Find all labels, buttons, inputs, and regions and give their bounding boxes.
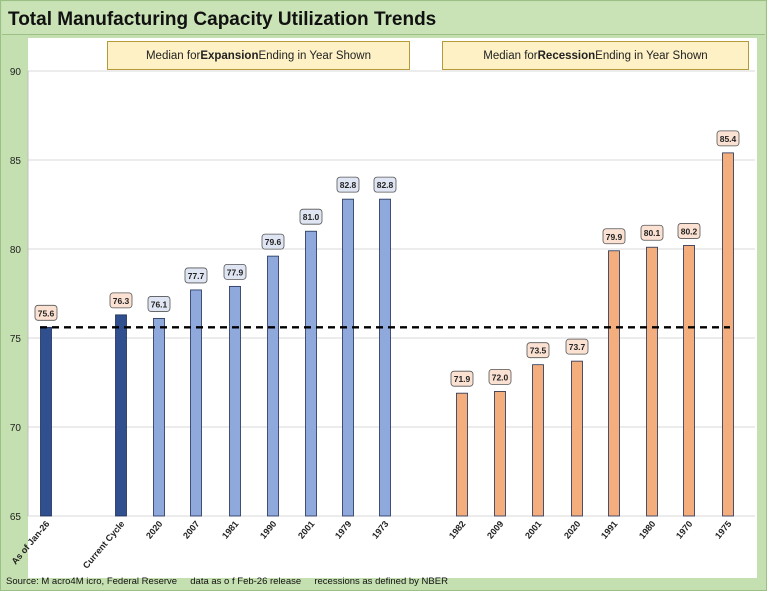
data-label: 77.9 — [227, 267, 244, 277]
data-label-box — [336, 176, 360, 193]
expansion-header-pre: Median for — [145, 49, 201, 62]
title-bar: Total Manufacturing Capacity Utilization… — [2, 2, 765, 35]
data-label-box — [373, 176, 397, 193]
data-label: 73.7 — [569, 342, 586, 352]
x-tick-label: 1990 — [258, 519, 279, 541]
data-label: 71.9 — [454, 374, 471, 384]
x-tick-label: Current Cycle — [81, 519, 127, 571]
data-label: 77.7 — [188, 271, 205, 281]
data-label-box — [677, 223, 701, 239]
expansion-header-bold: Expansion — [200, 49, 259, 62]
data-label-box — [147, 296, 171, 312]
data-label: 72.0 — [492, 372, 509, 382]
x-tick-label: 2001 — [523, 519, 544, 541]
x-tick-label: 2007 — [181, 519, 202, 541]
bar-recession — [608, 250, 620, 517]
data-label-box — [34, 304, 58, 321]
x-tick-label: 1970 — [674, 519, 695, 541]
chart-title: Total Manufacturing Capacity Utilization… — [8, 9, 437, 30]
data-label: 82.8 — [340, 180, 357, 190]
bar-recession — [571, 360, 583, 517]
data-label-box — [261, 233, 285, 250]
data-label-box — [716, 130, 740, 147]
x-tick-label: 2020 — [562, 519, 583, 541]
x-tick-label: 1981 — [220, 519, 241, 541]
x-tick-label: 1975 — [713, 519, 734, 541]
x-tick-label: 2009 — [485, 519, 506, 541]
source-footer: Source: M acro4M icro, Federal Reserve d… — [6, 576, 448, 587]
bar-expansion — [305, 230, 317, 517]
y-tick-label: 80 — [10, 245, 22, 256]
bar-recession — [456, 392, 468, 517]
data-label-box — [565, 338, 589, 355]
x-tick-label: 1980 — [637, 519, 658, 541]
recession-header: Median for Recession Ending in Year Show… — [442, 41, 749, 70]
y-tick-label: 65 — [10, 512, 22, 523]
data-label: 82.8 — [377, 180, 394, 190]
bar-expansion — [379, 198, 391, 517]
x-tick-label: 1982 — [447, 519, 468, 541]
data-label: 73.5 — [530, 346, 547, 356]
y-tick-label: 75 — [10, 334, 22, 345]
recession-header-pre: Median for — [483, 49, 538, 62]
x-tick-label: 2001 — [296, 519, 317, 541]
data-label-box — [488, 368, 512, 385]
x-tick-label: 1979 — [333, 519, 354, 541]
data-label-box — [602, 228, 626, 245]
data-label-box — [109, 292, 133, 309]
bar-expansion — [342, 198, 354, 517]
x-tick-label: 2020 — [144, 519, 165, 541]
data-label: 75.6 — [38, 308, 55, 318]
bar-recession — [532, 364, 544, 517]
data-label-box — [184, 267, 208, 284]
data-label: 76.3 — [113, 296, 130, 306]
bar-expansion — [229, 285, 241, 517]
data-label: 80.2 — [681, 226, 698, 236]
recession-header-bold: Recession — [537, 49, 596, 62]
bar-current — [40, 326, 52, 517]
bar-recession — [494, 390, 506, 517]
bar-expansion — [190, 289, 202, 517]
data-label-box — [450, 370, 474, 387]
data-label-box — [526, 342, 550, 359]
y-tick-label: 70 — [10, 423, 22, 434]
data-label: 85.4 — [720, 134, 737, 144]
bar-current — [115, 314, 127, 517]
y-tick-label: 90 — [10, 67, 22, 78]
x-tick-label: 1973 — [370, 519, 391, 541]
y-tick-label: 85 — [10, 156, 22, 167]
x-tick-label: 1991 — [599, 519, 620, 541]
expansion-header-post: Ending in Year Shown — [258, 49, 372, 62]
bar-expansion — [267, 255, 279, 517]
bar-recession — [646, 246, 658, 517]
x-tick-label: As of Jan-26 — [9, 519, 51, 566]
data-label: 76.1 — [151, 299, 168, 309]
data-label-box — [223, 263, 247, 280]
recession-header-post: Ending in Year Shown — [595, 49, 708, 62]
bar-recession — [683, 245, 695, 517]
data-label: 79.6 — [265, 237, 282, 247]
data-label: 79.9 — [606, 232, 623, 242]
data-label: 81.0 — [303, 212, 320, 222]
data-label: 80.1 — [644, 228, 661, 238]
expansion-header: Median for Expansion Ending in Year Show… — [107, 41, 410, 70]
bar-recession — [722, 152, 734, 517]
bar-expansion — [153, 318, 165, 517]
data-label-box — [299, 208, 323, 225]
data-label-box — [640, 224, 664, 241]
